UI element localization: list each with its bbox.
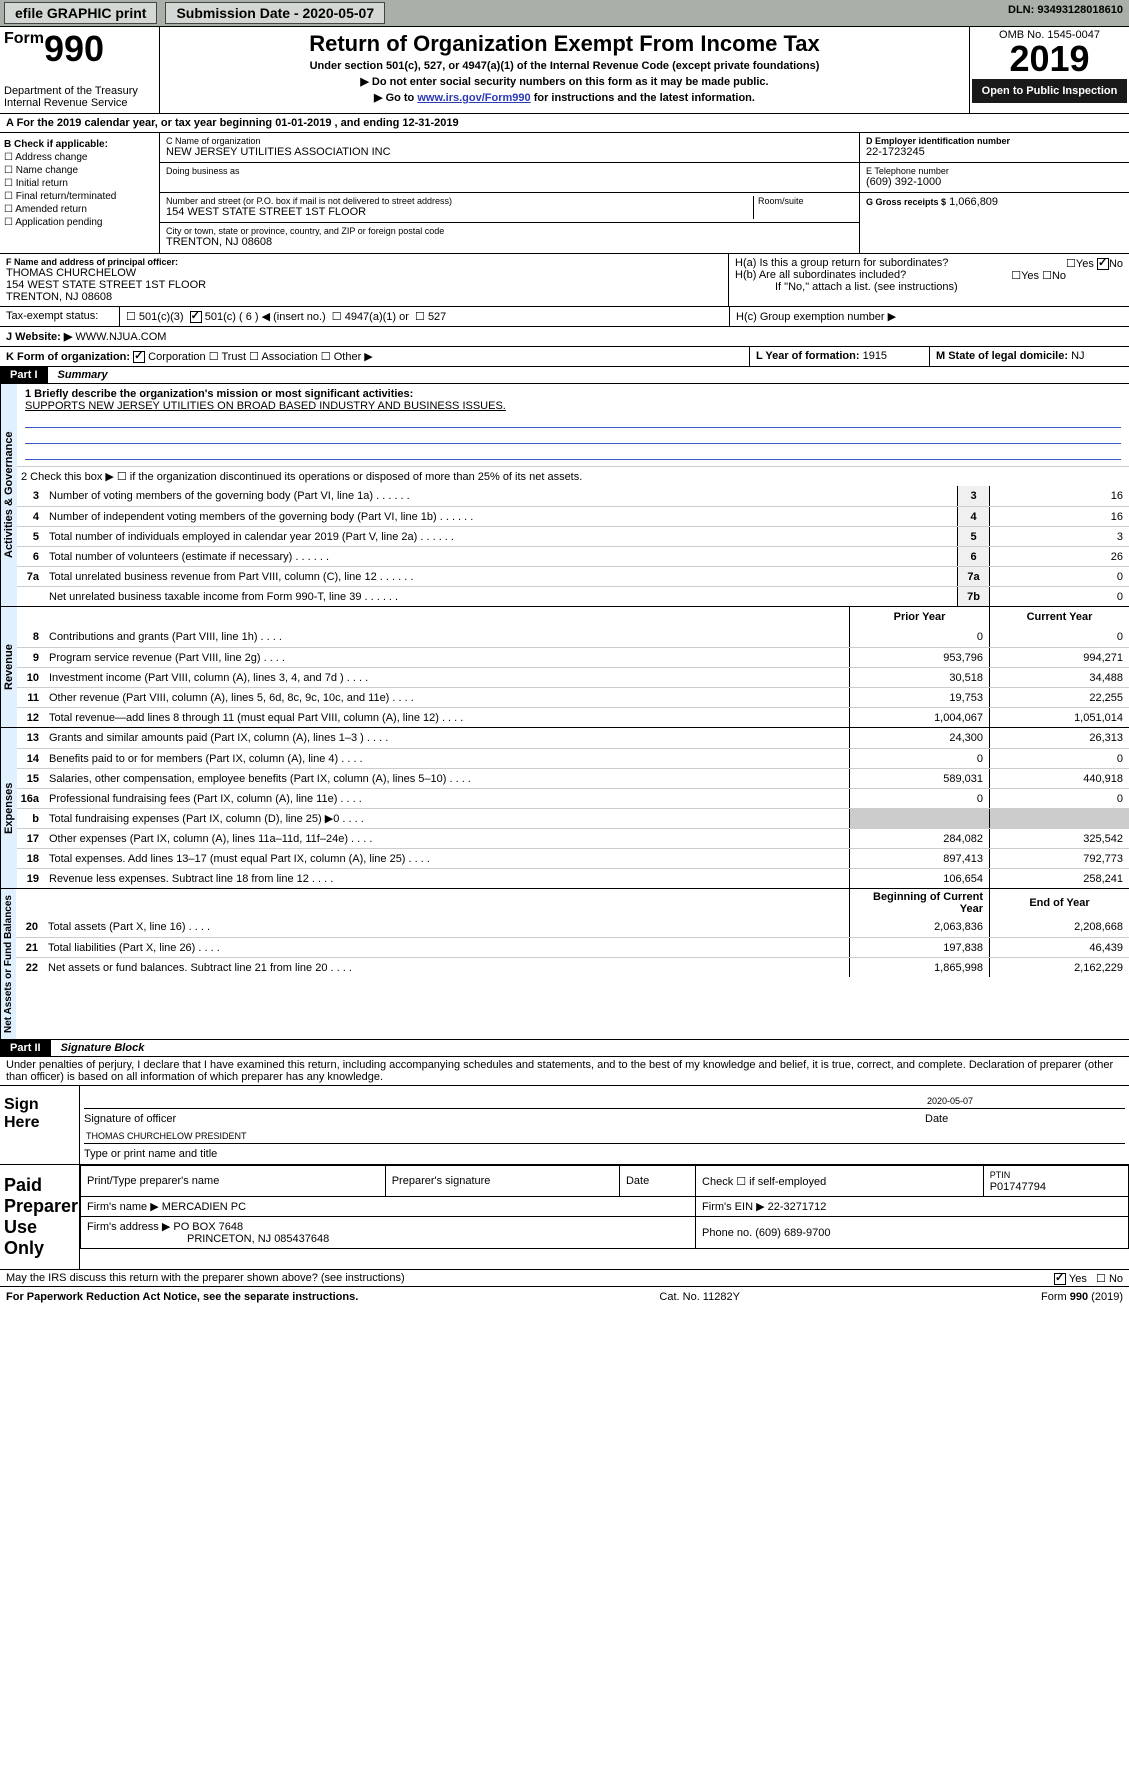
website-val: WWW.NJUA.COM (75, 331, 166, 343)
phone-e-val: (609) 392-1000 (866, 176, 1123, 188)
sub3-pre: ▶ Go to (374, 92, 417, 104)
website-row: J Website: ▶ WWW.NJUA.COM (0, 327, 1129, 347)
officer-name: THOMAS CHURCHELOW (6, 267, 722, 279)
status-row: Tax-exempt status: ☐ 501(c)(3) 501(c) ( … (0, 307, 1129, 327)
tax-status-lbl: Tax-exempt status: (0, 307, 120, 326)
section-activities: Activities & Governance 1 Briefly descri… (0, 384, 1129, 607)
h-note: If "No," attach a list. (see instruction… (735, 281, 1123, 293)
city-lbl: City or town, state or province, country… (166, 226, 853, 236)
addr-val: 154 WEST STATE STREET 1ST FLOOR (166, 206, 753, 218)
officer-addr2: TRENTON, NJ 08608 (6, 291, 722, 303)
section-netassets: Net Assets or Fund Balances Beginning of… (0, 889, 1129, 1040)
ha-lbl: H(a) Is this a group return for subordin… (735, 257, 948, 269)
addr-lbl: Number and street (or P.O. box if mail i… (166, 196, 753, 206)
chk-final: ☐ Final return/terminated (4, 191, 155, 202)
meta-block: B Check if applicable: ☐ Address change … (0, 133, 1129, 254)
chk-initial: ☐ Initial return (4, 178, 155, 189)
gross-val: 1,066,809 (949, 196, 998, 208)
tab-activities: Activities & Governance (0, 384, 17, 606)
signer-name: THOMAS CHURCHELOW PRESIDENT (84, 1129, 1125, 1144)
phone-e-lbl: E Telephone number (866, 166, 1123, 176)
officer-addr1: 154 WEST STATE STREET 1ST FLOOR (6, 279, 722, 291)
hc-lbl: H(c) Group exemption number ▶ (729, 307, 1129, 326)
footer: For Paperwork Reduction Act Notice, see … (0, 1287, 1129, 1307)
chk-name: ☐ Name change (4, 165, 155, 176)
penalty-text: Under penalties of perjury, I declare th… (0, 1057, 1129, 1086)
org-name-lbl: C Name of organization (166, 136, 853, 146)
dln: DLN: 93493128018610 (1006, 2, 1125, 24)
chk-amended: ☐ Amended return (4, 204, 155, 215)
submission-chip: Submission Date - 2020-05-07 (165, 2, 385, 24)
tax-year: 2019 (972, 41, 1127, 77)
chk-pending: ☐ Application pending (4, 217, 155, 228)
ein-lbl: D Employer identification number (866, 136, 1123, 146)
officer-row: F Name and address of principal officer:… (0, 254, 1129, 307)
open-inspection: Open to Public Inspection (972, 79, 1127, 103)
gross-lbl: G Gross receipts $ (866, 197, 946, 207)
sign-here: Sign Here Signature of officer 2020-05-0… (0, 1086, 1129, 1165)
check-b-title: B Check if applicable: (4, 139, 155, 150)
officer-lbl: F Name and address of principal officer: (6, 257, 722, 267)
ein-val: 22-1723245 (866, 146, 1123, 158)
form-title: Return of Organization Exempt From Incom… (168, 31, 961, 57)
period-row: A For the 2019 calendar year, or tax yea… (0, 114, 1129, 133)
l1-val: SUPPORTS NEW JERSEY UTILITIES ON BROAD B… (25, 400, 1121, 412)
part1-bar: Part I Summary (0, 367, 1129, 384)
instructions-link[interactable]: www.irs.gov/Form990 (417, 92, 530, 104)
col-header-1: Prior YearCurrent Year (17, 607, 1129, 627)
subtitle-1: Under section 501(c), 527, or 4947(a)(1)… (168, 60, 961, 72)
room-lbl: Room/suite (758, 196, 853, 206)
paid-preparer: Paid Preparer Use Only Print/Type prepar… (0, 1165, 1129, 1270)
tab-expenses: Expenses (0, 728, 17, 888)
city-val: TRENTON, NJ 08608 (166, 236, 853, 248)
dept: Department of the Treasury Internal Reve… (4, 85, 155, 109)
header: Form990 Department of the Treasury Inter… (0, 27, 1129, 114)
col-header-2: Beginning of Current YearEnd of Year (16, 889, 1129, 917)
part2-bar: Part II Signature Block (0, 1040, 1129, 1057)
sub3-post: for instructions and the latest informat… (531, 92, 755, 104)
section-revenue: Revenue Prior YearCurrent Year 8Contribu… (0, 607, 1129, 728)
l1-lbl: 1 Briefly describe the organization's mi… (25, 388, 413, 400)
k-row: K Form of organization: Corporation ☐ Tr… (0, 347, 1129, 367)
form-number: 990 (44, 28, 104, 69)
tab-revenue: Revenue (0, 607, 17, 727)
hb-lbl: H(b) Are all subordinates included? (735, 269, 906, 281)
website-lbl: J Website: ▶ (6, 331, 72, 343)
subtitle-2: ▶ Do not enter social security numbers o… (168, 75, 961, 88)
dba-lbl: Doing business as (166, 166, 853, 176)
efile-chip[interactable]: efile GRAPHIC print (4, 2, 157, 24)
chk-address: ☐ Address change (4, 152, 155, 163)
tab-netassets: Net Assets or Fund Balances (0, 889, 16, 1039)
form-prefix: Form (4, 30, 44, 47)
discuss-row: May the IRS discuss this return with the… (0, 1270, 1129, 1287)
section-expenses: Expenses 13Grants and similar amounts pa… (0, 728, 1129, 889)
k-lbl: K Form of organization: (6, 351, 130, 363)
l2: 2 Check this box ▶ ☐ if the organization… (17, 468, 1129, 485)
org-name: NEW JERSEY UTILITIES ASSOCIATION INC (166, 146, 853, 158)
top-bar: efile GRAPHIC print Submission Date - 20… (0, 0, 1129, 27)
